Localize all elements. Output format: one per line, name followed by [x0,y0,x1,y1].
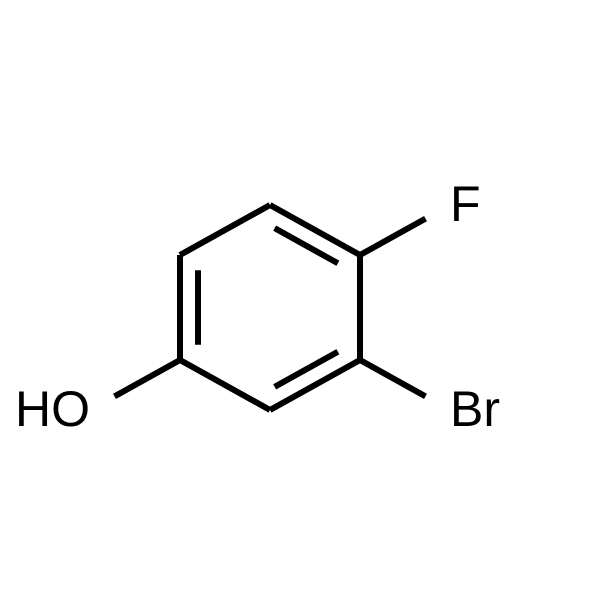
bond-C1-C2 [180,360,270,410]
atom-label-br: Br [450,381,500,437]
atom-label-oh: HO [15,381,90,437]
bond-C2-C3-inner [275,352,338,387]
bond-C4-C5-inner [275,228,338,263]
bond-C1-OH [114,360,180,396]
bond-C5-C6 [180,205,270,255]
molecule-svg: F Br HO [0,0,600,600]
bond-C3-Br [360,360,426,396]
atom-label-f: F [450,176,481,232]
bond-C4-F [360,219,426,255]
molecule-diagram: F Br HO [0,0,600,600]
